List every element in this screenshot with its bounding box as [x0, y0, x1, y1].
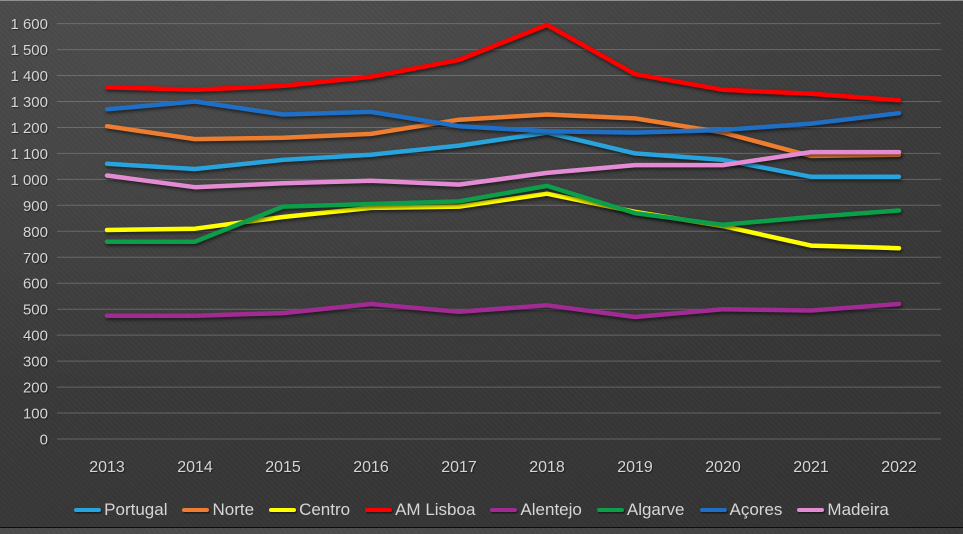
y-axis-tick-label: 500 [23, 302, 48, 319]
legend-item-algarve: Algarve [596, 500, 685, 520]
legend-label-centro: Centro [299, 500, 351, 519]
series-line-a-ores [104, 99, 902, 135]
legend-swatch-algarve [596, 507, 624, 513]
legend-swatch-centro [269, 507, 297, 513]
series-line-portugal [104, 130, 902, 180]
y-axis-tick-label: 700 [23, 250, 48, 267]
legend-swatch-alentejo [490, 507, 518, 513]
y-axis-tick-label: 1 100 [10, 146, 48, 163]
legend-swatch-a-ores [699, 507, 727, 513]
legend-label-a-ores: Açores [729, 500, 783, 519]
x-axis-tick-label: 2015 [265, 459, 301, 476]
x-axis-tick-label: 2013 [89, 459, 125, 476]
legend-swatch-portugal [74, 507, 102, 513]
legend-swatch-norte [182, 507, 210, 513]
x-axis-tick-label: 2016 [353, 459, 389, 476]
series-line-alentejo [104, 301, 902, 320]
legend-item-madeira: Madeira [797, 500, 889, 520]
legend-item-a-ores: Açores [699, 500, 783, 520]
legend-item-portugal: Portugal [74, 500, 167, 520]
x-axis-tick-label: 2014 [177, 459, 213, 476]
y-axis-tick-label: 400 [23, 328, 48, 345]
legend-label-madeira: Madeira [827, 500, 889, 519]
legend-label-portugal: Portugal [104, 500, 168, 519]
x-axis-tick-label: 2021 [793, 459, 829, 476]
series-line-am-lisboa [104, 22, 902, 103]
y-axis-tick-label: 200 [23, 380, 48, 397]
legend-label-am-lisboa: AM Lisboa [395, 500, 476, 519]
legend-label-alentejo: Alentejo [520, 500, 582, 519]
y-axis-tick-label: 900 [23, 198, 48, 215]
x-axis-tick-label: 2017 [441, 459, 477, 476]
legend-item-norte: Norte [182, 500, 254, 520]
legend-swatch-am-lisboa [365, 507, 393, 513]
y-axis-tick-label: 1 400 [10, 68, 48, 85]
series-line-madeira [104, 149, 902, 190]
legend-item-centro: Centro [269, 500, 350, 520]
legend-item-am-lisboa: AM Lisboa [365, 500, 475, 520]
x-axis-tick-label: 2019 [617, 459, 653, 476]
y-axis-tick-label: 0 [40, 432, 48, 449]
legend-swatch-madeira [797, 507, 825, 513]
y-axis-tick-label: 1 200 [10, 120, 48, 137]
x-axis-tick-label: 2020 [705, 459, 741, 476]
y-axis-tick-label: 100 [23, 406, 48, 423]
y-axis-tick-label: 1 600 [10, 16, 48, 33]
legend-item-alentejo: Alentejo [490, 500, 582, 520]
y-axis-tick-label: 300 [23, 354, 48, 371]
series-line-norte [104, 112, 902, 159]
y-axis-tick-label: 1 500 [10, 42, 48, 59]
y-axis-tick-label: 600 [23, 276, 48, 293]
chart-legend: Portugal Norte Centro AM Lisboa Alentejo Alga… [0, 500, 963, 520]
legend-label-algarve: Algarve [626, 500, 685, 519]
legend-label-norte: Norte [212, 500, 255, 519]
x-axis-tick-label: 2022 [881, 459, 917, 476]
x-axis-tick-label: 2018 [529, 459, 565, 476]
y-axis-tick-label: 800 [23, 224, 48, 241]
y-axis-tick-label: 1 300 [10, 94, 48, 111]
y-axis-tick-label: 1 000 [10, 172, 48, 189]
series-line-algarve [104, 183, 902, 244]
